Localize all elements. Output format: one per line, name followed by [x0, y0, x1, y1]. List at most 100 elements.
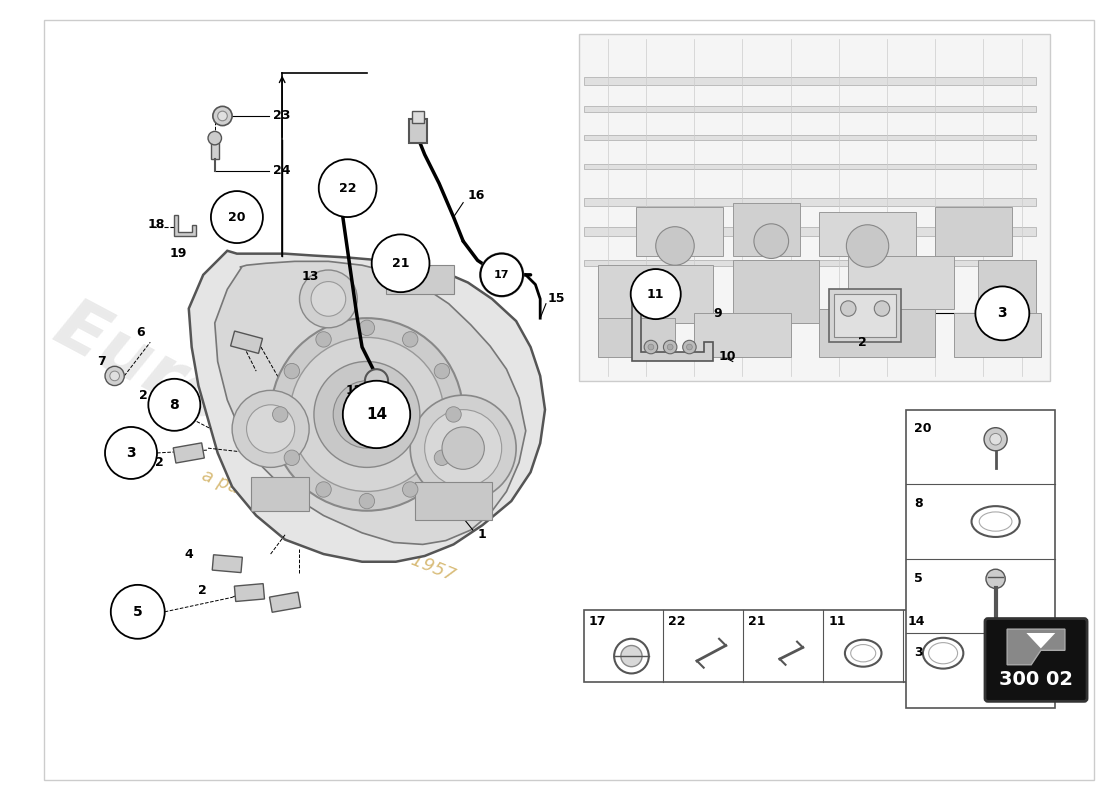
Bar: [583, 78, 1036, 85]
Circle shape: [360, 494, 375, 509]
Text: 4: 4: [184, 547, 192, 561]
Bar: [583, 164, 1036, 169]
Text: 13: 13: [301, 270, 319, 283]
Circle shape: [104, 427, 157, 479]
Text: 7: 7: [97, 355, 106, 368]
Polygon shape: [173, 443, 205, 463]
Bar: [829, 290, 901, 342]
Circle shape: [218, 111, 228, 121]
Circle shape: [316, 332, 331, 347]
Text: 11: 11: [647, 287, 664, 301]
Circle shape: [365, 369, 388, 392]
Bar: [834, 294, 896, 338]
Text: 6: 6: [135, 326, 144, 339]
Circle shape: [232, 390, 309, 467]
Text: 22: 22: [339, 182, 356, 194]
Text: 14: 14: [366, 407, 387, 422]
Bar: [583, 610, 983, 682]
Text: 2: 2: [155, 456, 164, 469]
Text: 20: 20: [228, 210, 245, 223]
Circle shape: [874, 301, 890, 316]
Bar: [733, 202, 800, 255]
Bar: [412, 111, 424, 122]
Circle shape: [314, 362, 420, 467]
Bar: [733, 260, 820, 323]
Circle shape: [290, 338, 444, 491]
Circle shape: [311, 282, 345, 316]
Circle shape: [212, 106, 232, 126]
Bar: [820, 309, 935, 357]
Text: 22: 22: [668, 615, 685, 628]
Polygon shape: [1008, 629, 1065, 665]
Circle shape: [316, 482, 331, 497]
Circle shape: [984, 428, 1008, 450]
Circle shape: [271, 318, 463, 510]
Bar: [598, 318, 675, 357]
Bar: [211, 140, 219, 159]
Circle shape: [990, 434, 1001, 445]
Text: 16: 16: [468, 190, 485, 202]
Circle shape: [211, 191, 263, 243]
Circle shape: [208, 131, 221, 145]
Ellipse shape: [971, 506, 1020, 537]
Polygon shape: [270, 592, 300, 612]
Circle shape: [110, 371, 120, 381]
Circle shape: [630, 269, 681, 319]
Text: 9: 9: [714, 307, 722, 320]
Text: 14: 14: [908, 615, 925, 628]
Text: 1: 1: [477, 528, 486, 542]
Bar: [694, 314, 791, 357]
Circle shape: [481, 254, 522, 296]
Circle shape: [343, 381, 410, 448]
Text: 8: 8: [914, 497, 923, 510]
Circle shape: [434, 363, 450, 379]
Circle shape: [246, 405, 295, 453]
Text: 5: 5: [914, 572, 923, 585]
Text: 11: 11: [828, 615, 846, 628]
Bar: [637, 207, 723, 255]
Circle shape: [645, 340, 658, 354]
Circle shape: [333, 381, 400, 448]
Bar: [583, 135, 1036, 140]
Circle shape: [319, 159, 376, 217]
Bar: [252, 477, 309, 510]
Circle shape: [683, 340, 696, 354]
Text: 17: 17: [588, 615, 606, 628]
Text: 23: 23: [273, 110, 290, 122]
Text: 3: 3: [914, 646, 923, 659]
Polygon shape: [174, 215, 196, 236]
Circle shape: [403, 482, 418, 497]
Circle shape: [620, 646, 642, 666]
Polygon shape: [214, 262, 526, 545]
Circle shape: [148, 379, 200, 431]
Bar: [583, 198, 1036, 206]
Text: 12: 12: [345, 384, 363, 397]
Ellipse shape: [979, 512, 1012, 531]
Bar: [386, 266, 453, 294]
Circle shape: [284, 450, 299, 466]
Circle shape: [425, 410, 502, 486]
Circle shape: [648, 344, 653, 350]
Circle shape: [326, 167, 344, 186]
Bar: [583, 226, 1036, 236]
Circle shape: [104, 366, 124, 386]
Text: 21: 21: [748, 615, 766, 628]
Circle shape: [442, 427, 484, 470]
Text: 21: 21: [392, 257, 409, 270]
Circle shape: [976, 286, 1030, 340]
Circle shape: [988, 649, 1003, 664]
Bar: [906, 410, 1055, 708]
Circle shape: [840, 301, 856, 316]
Polygon shape: [1026, 633, 1055, 648]
Circle shape: [686, 344, 692, 350]
Circle shape: [372, 234, 429, 292]
Circle shape: [410, 395, 516, 501]
Bar: [583, 106, 1036, 112]
Text: 10: 10: [718, 350, 736, 363]
Text: 2: 2: [198, 584, 207, 597]
Polygon shape: [234, 584, 264, 602]
Circle shape: [111, 585, 165, 638]
Circle shape: [614, 638, 649, 674]
Circle shape: [273, 406, 288, 422]
Ellipse shape: [928, 642, 958, 664]
